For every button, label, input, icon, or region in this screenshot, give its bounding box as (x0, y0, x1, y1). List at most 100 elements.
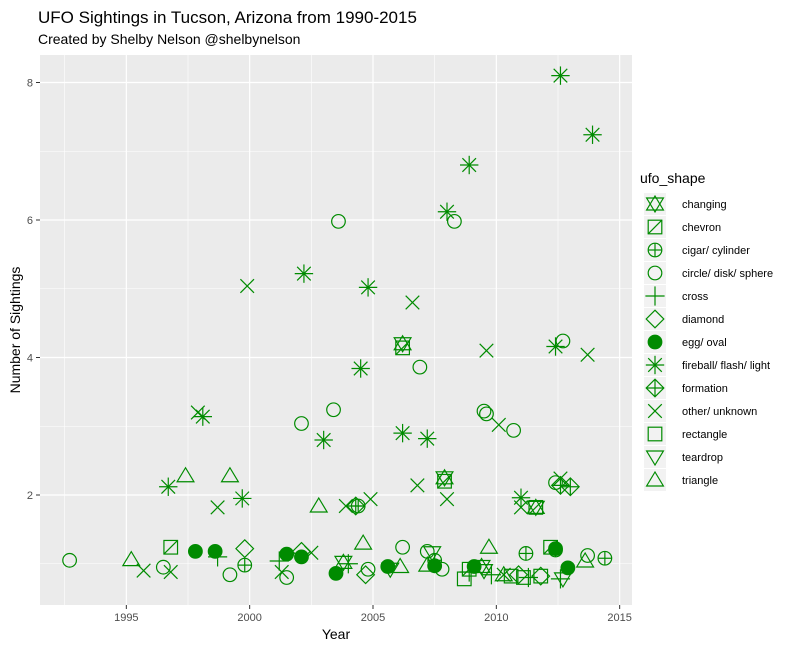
legend-marker-triangle (645, 470, 665, 487)
point-triangle (176, 466, 195, 483)
point-cigar-cylinder (597, 550, 613, 566)
point-circle-disk-sphere (294, 416, 309, 431)
point-diamond (235, 538, 255, 559)
point-circle-disk-sphere (555, 333, 571, 349)
legend-label: changing (682, 199, 727, 211)
x-tick-label: 2015 (607, 612, 631, 624)
point-egg-oval (294, 549, 309, 565)
point-fireball-flash-light (437, 202, 457, 221)
y-tick-label: 6 (27, 215, 33, 227)
point-other-unknown (304, 545, 319, 560)
point-circle-disk-sphere (506, 422, 521, 438)
legend-label: chevron (682, 222, 721, 234)
legend-item-formation: formation (644, 377, 728, 399)
plot-panel (40, 55, 632, 605)
point-circle-disk-sphere (412, 359, 428, 375)
point-fireball-flash-light (233, 489, 252, 508)
point-other-unknown (239, 278, 255, 294)
legend-marker-formation (645, 378, 665, 398)
x-tick-label: 2000 (237, 612, 261, 624)
y-axis-ticks: 2 4 6 8 (27, 78, 40, 502)
data-points (62, 66, 613, 589)
point-fireball-flash-light (159, 477, 178, 496)
point-circle-disk-sphere (395, 539, 411, 555)
point-rectangle (516, 570, 531, 585)
point-rectangle (456, 571, 472, 587)
legend-label: rectangle (682, 429, 727, 441)
legend-item-changing: changing (644, 193, 727, 215)
point-chevron (437, 473, 452, 489)
y-tick-label: 8 (27, 78, 33, 90)
legend-label: formation (682, 383, 728, 395)
legend-label: triangle (682, 475, 718, 487)
legend-label: cigar/ cylinder (682, 245, 750, 257)
point-other-unknown (580, 347, 595, 362)
point-cross (338, 554, 358, 574)
legend-marker-teardrop (645, 450, 665, 467)
legend-marker-cigar-cylinder (647, 242, 663, 258)
point-circle-disk-sphere (326, 402, 341, 418)
point-teardrop (380, 562, 400, 579)
point-triangle (390, 557, 410, 574)
legend-marker-changing (645, 194, 665, 214)
point-egg-oval (328, 565, 344, 581)
legend-key (644, 423, 666, 445)
legend-marker-chevron (647, 219, 663, 235)
legend-marker-cross (645, 286, 665, 306)
point-circle-disk-sphere (360, 561, 376, 577)
legend-key (644, 308, 666, 330)
point-circle-disk-sphere (447, 213, 462, 229)
point-circle-disk-sphere (155, 559, 171, 575)
point-cigar-cylinder (518, 546, 534, 561)
point-other-unknown (553, 471, 568, 486)
point-rectangle (503, 568, 519, 584)
legend-item-fireball-flash-light: fireball/ flash/ light (644, 354, 770, 376)
legend-marker-fireball-flash-light (645, 355, 665, 375)
point-triangle (494, 565, 514, 582)
legend-marker-egg-oval (647, 334, 663, 350)
y-tick-label: 2 (27, 490, 33, 502)
point-fireball-flash-light (460, 155, 479, 175)
legend-key (644, 262, 666, 284)
point-diamond (355, 565, 376, 585)
legend-title: ufo_shape (640, 170, 706, 186)
y-tick-label: 4 (27, 353, 33, 365)
point-egg-oval (560, 560, 576, 576)
point-fireball-flash-light (546, 337, 565, 356)
point-circle-disk-sphere (222, 567, 238, 583)
point-teardrop (553, 572, 573, 589)
point-diamond (508, 565, 529, 585)
point-egg-oval (279, 546, 295, 562)
point-triangle (353, 533, 373, 550)
legend-item-other-unknown: other/ unknown (644, 400, 757, 422)
point-egg-oval (187, 543, 203, 559)
point-fireball-flash-light (314, 430, 333, 450)
point-triangle (479, 538, 499, 554)
point-formation (346, 496, 366, 516)
point-other-unknown (163, 564, 178, 580)
x-tick-label: 1995 (114, 612, 138, 624)
point-circle-disk-sphere (331, 213, 346, 229)
legend-item-teardrop: teardrop (644, 446, 723, 468)
point-fireball-flash-light (511, 488, 531, 507)
point-other-unknown (190, 405, 206, 420)
point-egg-oval (466, 559, 482, 574)
point-other-unknown (405, 295, 420, 310)
y-axis-title: Number of Sightings (7, 267, 23, 394)
x-axis-title: Year (322, 626, 351, 642)
legend-item-diamond: diamond (644, 308, 724, 330)
point-fireball-flash-light (551, 66, 570, 85)
chart-title: UFO Sightings in Tucson, Arizona from 19… (38, 8, 417, 27)
legend-label: other/ unknown (682, 406, 757, 418)
legend-marker-diamond (645, 309, 665, 329)
legend-item-cigar-cylinder: cigar/ cylinder (644, 239, 750, 261)
point-other-unknown (274, 564, 289, 580)
point-chevron (395, 340, 410, 356)
legend-label: cross (682, 291, 709, 303)
point-circle-disk-sphere (62, 552, 77, 568)
point-cross (481, 565, 501, 585)
point-circle-disk-sphere (479, 406, 494, 422)
point-fireball-flash-light (294, 264, 314, 283)
point-formation (560, 477, 580, 497)
legend-marker-rectangle (647, 426, 663, 442)
